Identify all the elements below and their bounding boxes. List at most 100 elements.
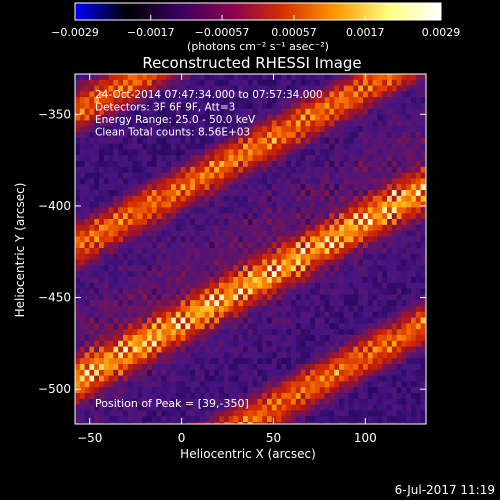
heatmap-cell: [84, 137, 90, 145]
heatmap-cell: [267, 375, 273, 382]
heatmap-cell: [123, 190, 129, 197]
heatmap-cell: [396, 288, 402, 295]
heatmap-cell: [367, 236, 374, 243]
plot-frame: [74, 73, 427, 425]
heatmap-cell: [94, 410, 100, 417]
heatmap-cell: [84, 114, 90, 121]
heatmap-cell: [276, 369, 282, 377]
heatmap-cell: [190, 108, 196, 116]
heatmap-cell: [161, 393, 167, 400]
heatmap-cell: [305, 120, 311, 127]
heatmap-cell: [334, 352, 340, 359]
heatmap-cell: [238, 190, 244, 197]
heatmap-cell: [415, 184, 422, 191]
heatmap-cell: [171, 155, 177, 162]
heatmap-cell: [214, 329, 220, 336]
heatmap-cell: [123, 387, 129, 394]
heatmap-cell: [113, 161, 119, 168]
heatmap-cell: [281, 422, 287, 424]
heatmap-cell: [103, 195, 110, 203]
heatmap-cell: [262, 248, 268, 255]
heatmap-cell: [291, 108, 297, 116]
heatmap-cell: [401, 358, 407, 365]
heatmap-cell: [257, 184, 263, 191]
heatmap-cell: [99, 178, 105, 185]
heatmap-cell: [334, 143, 340, 150]
heatmap-cell: [243, 381, 249, 388]
heatmap-cell: [286, 311, 292, 319]
heatmap-cell: [247, 282, 254, 290]
heatmap-cell: [79, 178, 86, 185]
heatmap-cell: [142, 381, 148, 388]
heatmap-cell: [132, 166, 138, 174]
heatmap-cell: [199, 416, 206, 423]
heatmap-cell: [118, 213, 124, 220]
heatmap-cell: [99, 132, 105, 139]
heatmap-cell: [118, 91, 124, 98]
heatmap-cell: [127, 335, 134, 342]
heatmap-cell: [247, 364, 254, 371]
heatmap-cell: [132, 253, 138, 261]
heatmap-cell: [151, 288, 158, 295]
heatmap-cell: [276, 253, 282, 261]
heatmap-cell: [420, 311, 426, 319]
heatmap-cell: [94, 375, 100, 382]
heatmap-cell: [151, 103, 158, 110]
heatmap-cell: [233, 352, 239, 359]
heatmap-cell: [223, 340, 230, 348]
heatmap-cell: [329, 184, 335, 191]
heatmap-cell: [132, 259, 138, 266]
heatmap-cell: [252, 190, 258, 197]
heatmap-cell: [175, 265, 182, 272]
heatmap-cell: [127, 74, 134, 81]
heatmap-cell: [238, 126, 244, 133]
heatmap-cell: [387, 166, 393, 174]
heatmap-cell: [123, 375, 129, 382]
heatmap-cell: [276, 294, 282, 301]
heatmap-cell: [123, 172, 129, 179]
heatmap-cell: [123, 126, 129, 133]
heatmap-cell: [406, 248, 412, 255]
heatmap-cell: [185, 271, 191, 278]
heatmap-cell: [348, 97, 354, 104]
heatmap-cell: [190, 404, 196, 411]
heatmap-cell: [84, 393, 90, 400]
heatmap-cell: [319, 219, 326, 226]
heatmap-cell: [223, 259, 230, 266]
heatmap-cell: [171, 91, 177, 98]
heatmap-cell: [372, 224, 378, 232]
heatmap-cell: [108, 329, 114, 336]
heatmap-cell: [75, 248, 81, 255]
heatmap-cell: [166, 190, 172, 197]
heatmap-cell: [300, 317, 306, 324]
heatmap-cell: [214, 143, 220, 150]
heatmap-cell: [339, 207, 345, 214]
heatmap-cell: [204, 74, 210, 81]
heatmap-cell: [204, 352, 210, 359]
heatmap-cell: [319, 201, 326, 208]
heatmap-cell: [171, 387, 177, 394]
heatmap-cell: [377, 108, 383, 116]
heatmap-cell: [108, 184, 114, 191]
heatmap-cell: [367, 410, 374, 417]
heatmap-cell: [343, 79, 350, 87]
heatmap-cell: [223, 184, 230, 191]
heatmap-cell: [396, 358, 402, 365]
y-axis-label: Heliocentric Y (arcsec): [13, 183, 27, 318]
heatmap-cell: [252, 97, 258, 104]
heatmap-cell: [209, 242, 215, 249]
heatmap-cell: [190, 277, 196, 284]
heatmap-cell: [348, 259, 354, 266]
heatmap-cell: [300, 422, 306, 424]
heatmap-cell: [209, 358, 215, 365]
heatmap-cell: [190, 422, 196, 424]
heatmap-cell: [387, 323, 393, 330]
heatmap-cell: [156, 219, 162, 226]
heatmap-cell: [305, 103, 311, 110]
heatmap-cell: [343, 340, 350, 348]
heatmap-cell: [391, 282, 398, 290]
heatmap-cell: [171, 230, 177, 237]
heatmap-cell: [161, 132, 167, 139]
heatmap-cell: [411, 335, 417, 342]
heatmap-cell: [295, 311, 302, 319]
